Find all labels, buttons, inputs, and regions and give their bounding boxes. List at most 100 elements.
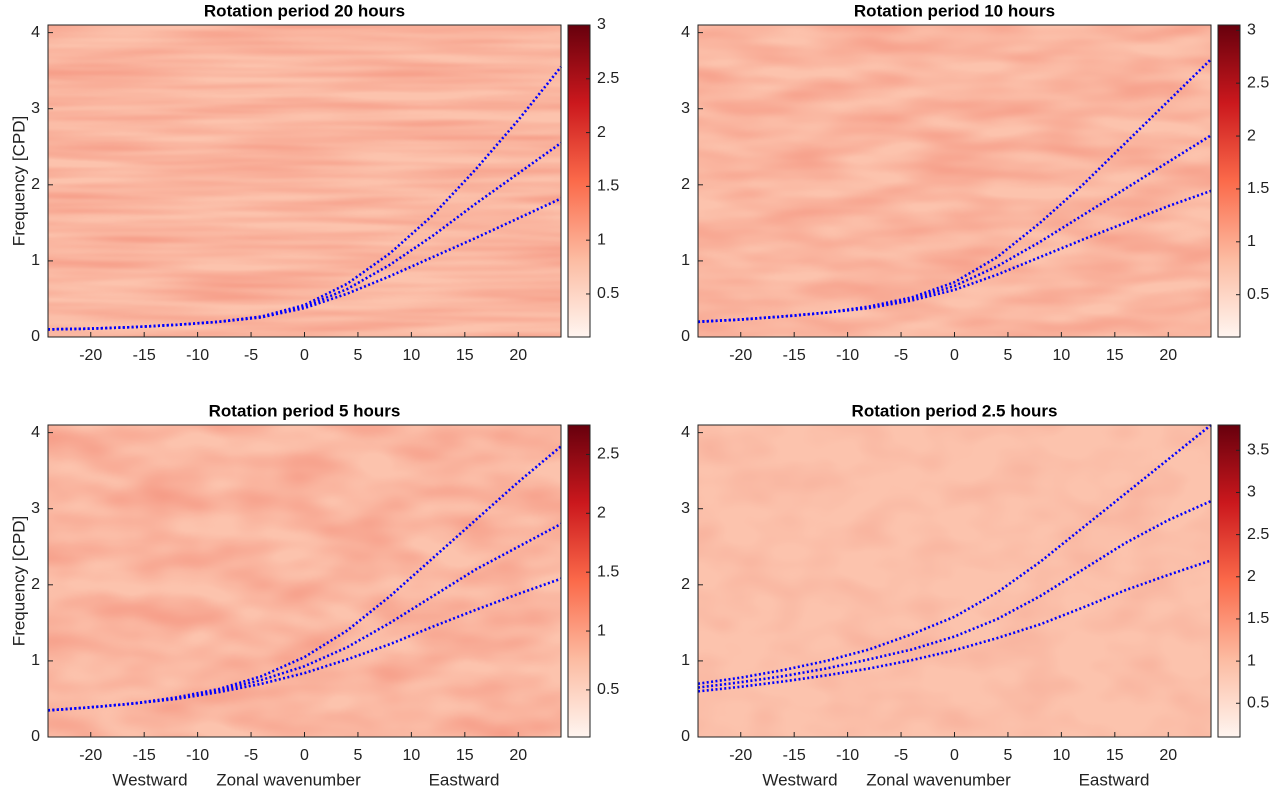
heatmap-texture (698, 25, 1211, 337)
colorbar-tick-label: 1.5 (597, 178, 619, 195)
colorbar-tick-label: 1 (597, 231, 606, 248)
panel-title: Rotation period 2.5 hours (852, 401, 1058, 420)
colorbar-tick-label: 3 (597, 16, 606, 33)
colorbar (1217, 24, 1241, 338)
x-tick-label: -15 (783, 347, 806, 364)
x-tick-label: -20 (79, 347, 102, 364)
x-axis-label: Zonal wavenumber (216, 770, 361, 789)
x-tick-label: 10 (402, 747, 420, 764)
colorbar-tick-label: 2 (597, 505, 606, 522)
x-tick-label: 15 (456, 747, 474, 764)
y-tick-label: 3 (681, 500, 690, 517)
wave-curve (697, 134, 1212, 324)
x-tick-label: 20 (1159, 747, 1177, 764)
x-tick-label: -10 (186, 347, 209, 364)
x-tick-label: -20 (729, 747, 752, 764)
x-axis-label: Zonal wavenumber (866, 770, 1011, 789)
colorbar-tick-label: 2.5 (1247, 526, 1269, 543)
y-tick-label: 0 (681, 728, 690, 745)
x-tick-label: 15 (1106, 747, 1124, 764)
colorbar-tick-label: 2 (597, 124, 606, 141)
y-tick-label: 3 (681, 100, 690, 117)
x-tick-label: 5 (353, 347, 362, 364)
x-tick-label: 0 (950, 347, 959, 364)
x-tick-label: -5 (894, 747, 908, 764)
heatmap-texture (698, 425, 1211, 737)
axes-frame (697, 24, 1212, 338)
y-tick-label: 0 (681, 328, 690, 345)
x-tick-label: 20 (509, 747, 527, 764)
x-tick-label: 15 (1106, 347, 1124, 364)
colorbar-tick-label: 2.5 (1247, 74, 1269, 91)
colorbar-tick-label: 1 (1247, 233, 1256, 250)
panel-title: Rotation period 20 hours (204, 1, 405, 20)
colorbar-tick-label: 3 (1247, 484, 1256, 501)
x-tick-label: 0 (300, 347, 309, 364)
panel-title: Rotation period 10 hours (854, 1, 1055, 20)
colorbar-tick-label: 2 (1247, 568, 1256, 585)
x-tick-label: 10 (402, 347, 420, 364)
y-tick-label: 1 (681, 652, 690, 669)
x-axis-label-right: Eastward (429, 770, 500, 789)
colorbar (567, 24, 591, 338)
colorbar-tick-label: 1.5 (597, 563, 619, 580)
axes-frame (697, 424, 1212, 738)
x-tick-label: 10 (1052, 747, 1070, 764)
x-tick-label: -10 (186, 747, 209, 764)
axes-frame (47, 424, 562, 738)
colorbar-tick-label: 3.5 (1247, 442, 1269, 459)
y-tick-label: 3 (31, 100, 40, 117)
y-tick-label: 3 (31, 500, 40, 517)
colorbar-tick-label: 1.5 (1247, 610, 1269, 627)
y-tick-label: 4 (681, 24, 690, 41)
heatmap-texture (48, 425, 561, 737)
colorbar-tick-label: 0.5 (1247, 694, 1269, 711)
colorbar-tick-label: 0.5 (1247, 286, 1269, 303)
wave-curve (697, 559, 1212, 693)
y-tick-label: 2 (681, 176, 690, 193)
y-tick-label: 0 (31, 728, 40, 745)
panel-title: Rotation period 5 hours (209, 401, 401, 420)
colorbar-tick-label: 3 (1247, 22, 1256, 39)
y-tick-label: 1 (31, 652, 40, 669)
x-tick-label: -20 (729, 347, 752, 364)
x-tick-label: 20 (1159, 347, 1177, 364)
x-tick-label: -15 (133, 747, 156, 764)
x-tick-label: -20 (79, 747, 102, 764)
x-tick-label: -5 (244, 347, 258, 364)
x-tick-label: -10 (836, 347, 859, 364)
x-axis-label-left: Westward (112, 770, 187, 789)
x-tick-label: 5 (353, 747, 362, 764)
y-tick-label: 1 (31, 252, 40, 269)
colorbar-tick-label: 1 (597, 622, 606, 639)
y-axis-label: Frequency [CPD] (9, 116, 28, 246)
colorbar (567, 424, 591, 738)
x-axis-label-right: Eastward (1079, 770, 1150, 789)
colorbar-tick-label: 2.5 (597, 446, 619, 463)
colorbar-tick-label: 0.5 (597, 285, 619, 302)
x-tick-label: 0 (950, 747, 959, 764)
y-tick-label: 0 (31, 328, 40, 345)
colorbar-tick-label: 1.5 (1247, 180, 1269, 197)
wave-curve (47, 577, 562, 712)
wave-curve (47, 522, 562, 712)
x-tick-label: 5 (1003, 747, 1012, 764)
x-tick-label: -5 (894, 347, 908, 364)
wave-curve (47, 197, 562, 331)
colorbar-tick-label: 2.5 (597, 70, 619, 87)
y-tick-label: 4 (681, 424, 690, 441)
y-tick-label: 2 (31, 576, 40, 593)
x-tick-label: 20 (509, 347, 527, 364)
colorbar-tick-label: 2 (1247, 127, 1256, 144)
x-tick-label: -15 (783, 747, 806, 764)
y-tick-label: 4 (31, 424, 40, 441)
x-tick-label: 5 (1003, 347, 1012, 364)
wave-curve (697, 58, 1212, 324)
axes-frame (47, 24, 562, 338)
y-axis-label: Frequency [CPD] (9, 516, 28, 646)
y-tick-label: 1 (681, 252, 690, 269)
x-tick-label: 0 (300, 747, 309, 764)
y-tick-label: 4 (31, 24, 40, 41)
heatmap-texture (48, 25, 561, 337)
